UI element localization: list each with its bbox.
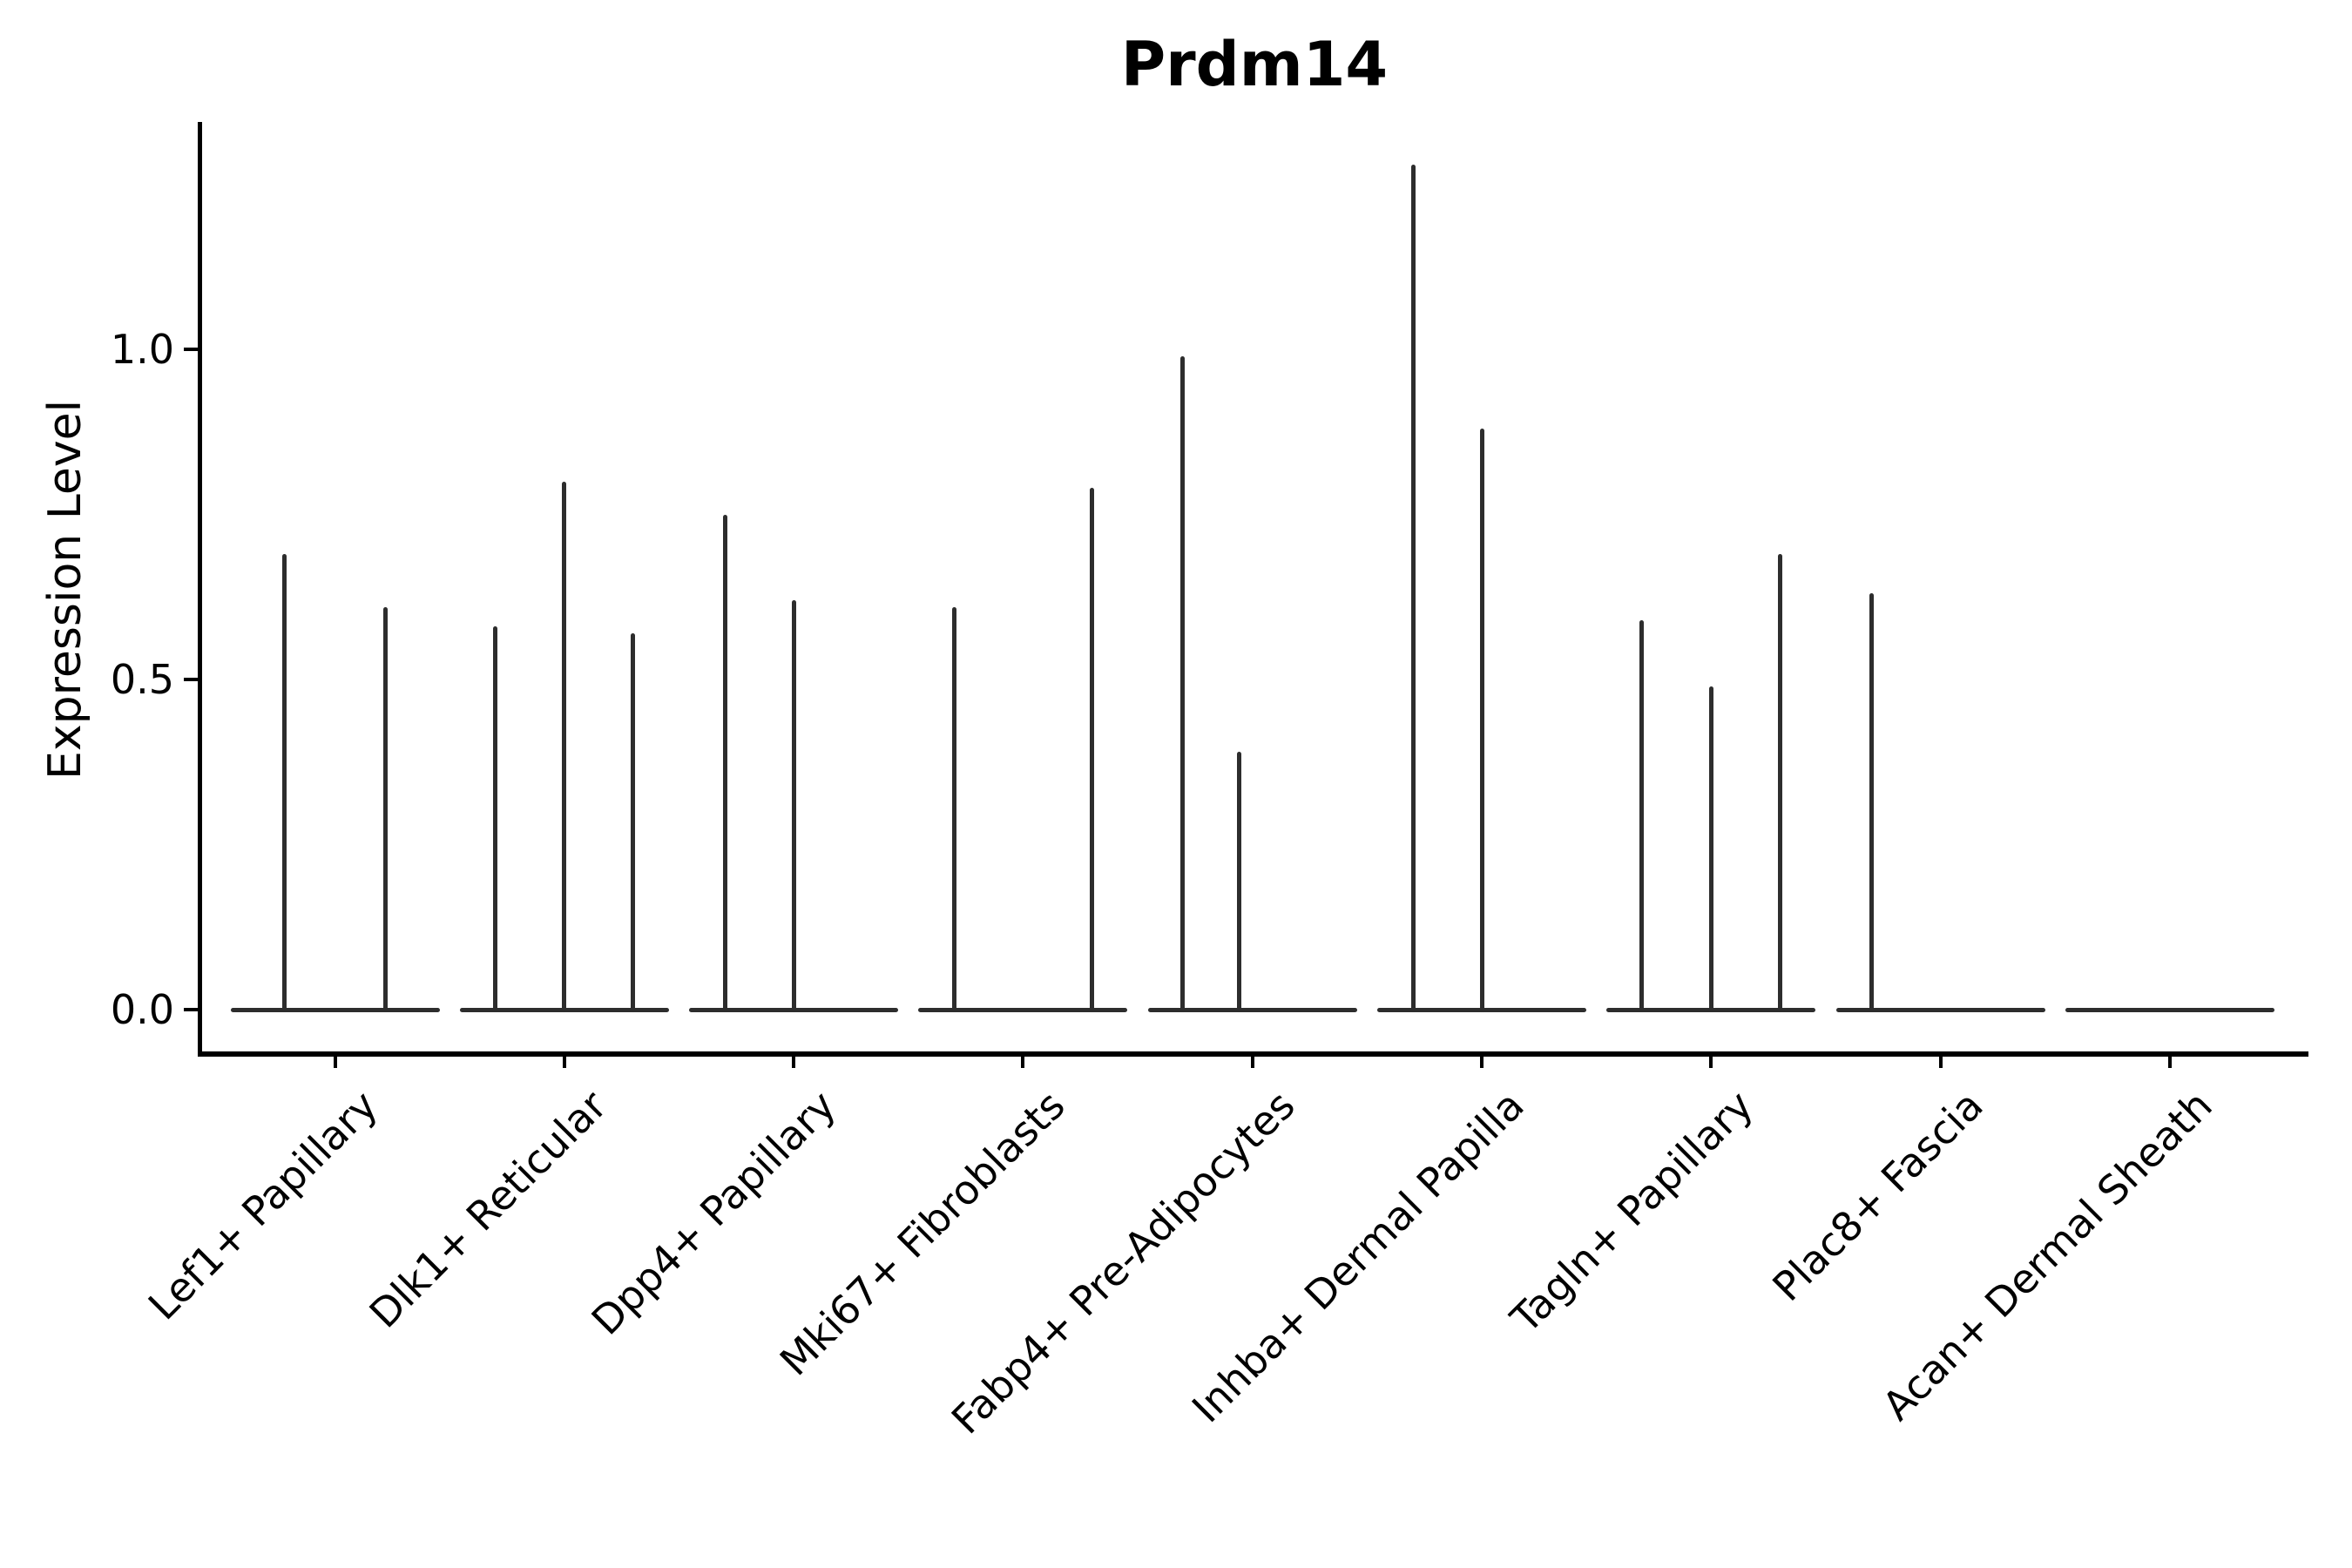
x-tick bbox=[1938, 1057, 1943, 1068]
x-tick bbox=[1021, 1057, 1025, 1068]
violin-spike bbox=[1639, 619, 1644, 1012]
x-tick-label: Mki67+ Fibroblasts bbox=[771, 1081, 1075, 1385]
violin-baseline bbox=[1147, 1007, 1357, 1012]
y-axis-spine bbox=[198, 122, 202, 1057]
x-tick bbox=[2167, 1057, 2172, 1068]
x-tick-label: Lef1+ Papillary bbox=[139, 1081, 387, 1329]
violin-baseline bbox=[1835, 1007, 2045, 1012]
violin-spike bbox=[383, 606, 389, 1012]
plot-title: Prdm14 bbox=[1120, 29, 1389, 100]
violin-spike bbox=[791, 600, 796, 1012]
violin-spike bbox=[1869, 593, 1875, 1012]
violin-spike bbox=[281, 553, 287, 1012]
y-tick bbox=[184, 678, 198, 681]
violin-baseline bbox=[2065, 1007, 2274, 1012]
violin-spike bbox=[1708, 686, 1713, 1012]
violin-spike bbox=[1237, 752, 1242, 1012]
violin-spike bbox=[1777, 553, 1782, 1012]
x-tick-label: Acan+ Dermal Sheath bbox=[1873, 1081, 2221, 1429]
x-tick-label: Dpp4+ Papillary bbox=[582, 1081, 845, 1344]
x-tick bbox=[792, 1057, 796, 1068]
violin-spike bbox=[951, 606, 956, 1012]
x-tick bbox=[333, 1057, 337, 1068]
x-tick-label: Inhba+ Dermal Papilla bbox=[1182, 1081, 1533, 1432]
y-tick-label: 0.5 bbox=[110, 656, 174, 703]
violin-spike bbox=[1479, 428, 1484, 1012]
violin-spike bbox=[493, 626, 498, 1012]
y-tick-label: 0.0 bbox=[110, 986, 174, 1033]
x-axis-spine bbox=[198, 1051, 2308, 1057]
violin-baseline bbox=[230, 1007, 440, 1012]
x-tick-label: Tagln+ Papillary bbox=[1502, 1081, 1763, 1342]
y-tick bbox=[184, 348, 198, 351]
violin-spike bbox=[1089, 488, 1094, 1012]
x-tick bbox=[1480, 1057, 1484, 1068]
violin-spike bbox=[631, 632, 636, 1012]
violin-spike bbox=[722, 514, 727, 1012]
x-tick-label: Fabp4+ Pre-Adipocytes bbox=[942, 1081, 1304, 1443]
x-tick bbox=[1250, 1057, 1254, 1068]
x-tick-label: Plac8+ Fascia bbox=[1762, 1081, 1992, 1310]
x-tick bbox=[562, 1057, 566, 1068]
x-tick-label: Dlk1+ Reticular bbox=[360, 1081, 616, 1337]
y-tick bbox=[184, 1008, 198, 1011]
violin-spike bbox=[562, 481, 567, 1012]
violin-spike bbox=[1180, 355, 1186, 1012]
y-tick-label: 1.0 bbox=[110, 326, 174, 373]
violin-spike bbox=[1410, 164, 1416, 1012]
violin-baseline bbox=[918, 1007, 1128, 1012]
x-tick bbox=[1709, 1057, 1713, 1068]
